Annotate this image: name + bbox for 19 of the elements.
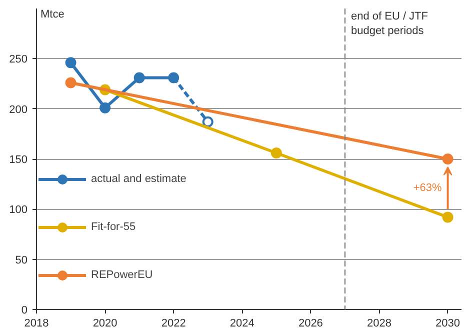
y-tick-label: 50 <box>15 254 28 266</box>
annotation: +63% <box>413 182 442 194</box>
y-tick-label: 0 <box>21 304 28 316</box>
legend-label: REPowerEU <box>91 269 153 281</box>
y-tick-label: 200 <box>9 104 28 116</box>
x-tick-label: 2024 <box>230 318 254 330</box>
x-tick-label: 2028 <box>367 318 392 330</box>
x-tick-label: 2030 <box>436 318 460 330</box>
x-tick-label: 2020 <box>92 318 118 330</box>
legend-label: Fit-for-55 <box>91 221 136 233</box>
y-tick-label: 100 <box>9 204 28 216</box>
y-tick-label: 150 <box>9 154 28 166</box>
ref-line-label: end of EU / JTF budget periods <box>350 10 428 37</box>
y-tick-label: 250 <box>9 54 28 66</box>
legend-label: actual and estimate <box>91 173 186 185</box>
x-tick-label: 2022 <box>161 318 186 330</box>
x-tick-label: 2018 <box>24 318 49 330</box>
y-axis-title: Mtce <box>40 8 64 20</box>
x-tick-label: 2026 <box>298 318 323 330</box>
